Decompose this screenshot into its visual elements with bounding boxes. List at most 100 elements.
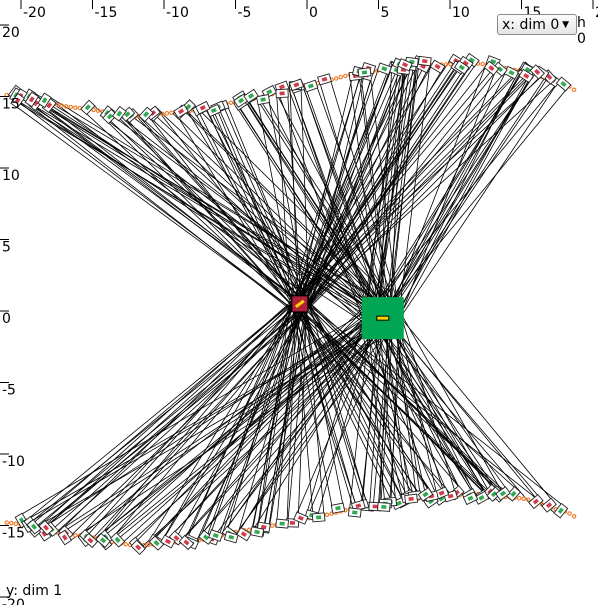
node-fill (523, 73, 530, 79)
node-fill (228, 534, 235, 540)
node-fill (546, 73, 553, 81)
upper-curve-point (169, 110, 174, 115)
node-fill (560, 81, 567, 88)
node-marker (148, 535, 165, 551)
node-marker (285, 518, 300, 528)
lower-curve-point (123, 542, 128, 547)
y-axis-label: y: dim 1 (6, 583, 63, 599)
node-marker (376, 62, 392, 76)
node-fill (199, 104, 206, 111)
node-fill (438, 490, 445, 496)
y-tick-label: 0 (2, 311, 11, 327)
node-marker (317, 73, 332, 86)
lower-curve-point (13, 521, 19, 527)
lower-curve-point (526, 497, 531, 503)
node-marker (173, 104, 189, 119)
node-fill (395, 500, 402, 507)
node-fill (289, 520, 296, 525)
node-marker (223, 531, 239, 544)
node-marker (82, 532, 99, 549)
node-fill (478, 494, 485, 501)
upper-curve-point (68, 104, 74, 110)
node-marker (26, 518, 42, 535)
node-marker (417, 55, 432, 67)
upper-curve-point (164, 111, 170, 116)
node-fill (61, 534, 68, 541)
node-fill (408, 496, 414, 501)
node-marker (288, 78, 305, 92)
lower-curve-point (571, 514, 577, 519)
node-fill (355, 503, 362, 509)
node-marker (249, 526, 265, 538)
upper-curve-point (228, 100, 234, 105)
node-marker (486, 486, 502, 502)
upper-curve-point (333, 76, 339, 81)
node-fill (173, 534, 180, 542)
clipped-label: h 0 (577, 15, 586, 47)
node-marker (195, 100, 211, 115)
upper-curve-point (91, 107, 96, 113)
node-fill (545, 502, 553, 509)
node-marker (275, 518, 289, 529)
node-fill (278, 84, 285, 90)
node-marker (492, 61, 508, 77)
y-tick-label: -5 (2, 383, 16, 399)
edge-lines (11, 56, 569, 552)
node-markers (7, 52, 572, 556)
x-tick-label: -20 (23, 5, 46, 21)
node-fill (352, 510, 358, 515)
node-fill (143, 111, 150, 118)
node-fill (124, 111, 131, 118)
node-fill (279, 91, 285, 96)
node-fill (106, 113, 113, 120)
x-axis-select[interactable]: x: dim 0 ▼ (497, 14, 577, 35)
node-marker (102, 108, 118, 125)
x-tick-label: -15 (95, 5, 118, 21)
y-tick-label: 20 (2, 25, 20, 41)
node-fill (297, 515, 304, 521)
node-marker (541, 497, 557, 513)
node-marker (357, 67, 372, 78)
node-fill (153, 540, 160, 547)
node-fill (279, 521, 285, 526)
upper-curve-point (59, 103, 64, 108)
node-marker (553, 502, 569, 519)
lower-curve-point (146, 542, 151, 547)
node-fill (447, 493, 454, 499)
node-marker (37, 92, 52, 109)
node-fill (164, 538, 172, 545)
upper-curve-point (338, 74, 343, 80)
x-tick-label: 5 (381, 5, 390, 21)
upper-curve-point (343, 73, 348, 79)
node-fill (496, 66, 504, 73)
upper-curve-point (73, 105, 78, 110)
node-marker (236, 526, 252, 542)
node-marker (377, 502, 391, 512)
node-marker (518, 68, 535, 84)
chevron-down-icon: ▼ (562, 20, 569, 30)
node-fill (402, 62, 409, 68)
node-marker (453, 60, 470, 75)
node-marker (275, 88, 289, 99)
node-marker (404, 493, 419, 505)
node-marker (528, 493, 544, 510)
node-fill (178, 108, 185, 115)
lower-curve-point (521, 496, 527, 501)
node-marker (38, 519, 54, 536)
node-marker (80, 99, 96, 116)
node-marker (503, 65, 520, 80)
node-fill (32, 100, 39, 107)
node-fill (43, 524, 50, 531)
y-tick-label: -10 (2, 454, 25, 470)
node-fill (247, 93, 255, 99)
node-fill (372, 504, 378, 509)
node-fill (534, 68, 541, 75)
large-hub-accent (376, 315, 390, 321)
upper-curve-point (448, 62, 453, 67)
node-marker (57, 529, 73, 546)
node-fill (31, 523, 37, 530)
y-tick-label: -15 (2, 526, 25, 542)
y-tick-label: 10 (2, 168, 20, 184)
